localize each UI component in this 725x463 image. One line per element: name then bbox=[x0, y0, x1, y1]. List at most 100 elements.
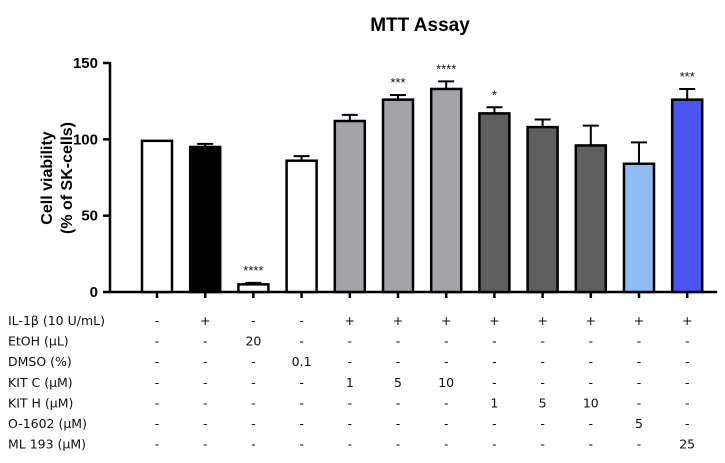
table-cell: + bbox=[489, 313, 499, 328]
bar bbox=[670, 98, 704, 294]
table-cell: - bbox=[203, 416, 208, 431]
table-cell: + bbox=[634, 313, 644, 328]
table-row-label: EtOH (µL) bbox=[8, 334, 69, 349]
table-cell: - bbox=[492, 437, 497, 452]
table-cell: 20 bbox=[245, 334, 261, 349]
table-cell: 25 bbox=[679, 437, 695, 452]
table-cell: - bbox=[540, 375, 545, 390]
table-cell: - bbox=[685, 334, 690, 349]
table-cell: - bbox=[251, 354, 256, 369]
table-cell: - bbox=[492, 375, 497, 390]
table-cell: - bbox=[685, 354, 690, 369]
table-cell: - bbox=[155, 395, 160, 410]
y-axis-label-line2: (% of SK-cells) bbox=[59, 122, 76, 234]
table-cell: - bbox=[299, 313, 304, 328]
table-cell: - bbox=[540, 354, 545, 369]
table-cell: - bbox=[251, 437, 256, 452]
table-cell: + bbox=[345, 313, 355, 328]
table-cell: 1 bbox=[490, 395, 498, 410]
table-cell: - bbox=[637, 354, 642, 369]
bar bbox=[381, 98, 415, 294]
bar bbox=[574, 144, 608, 294]
table-cell: 5 bbox=[394, 375, 402, 390]
significance-label: **** bbox=[243, 263, 263, 278]
table-cell: - bbox=[444, 334, 449, 349]
table-cell: - bbox=[492, 354, 497, 369]
table-cell: + bbox=[200, 313, 210, 328]
table-cell: - bbox=[492, 334, 497, 349]
table-cell: - bbox=[203, 375, 208, 390]
table-cell: - bbox=[203, 395, 208, 410]
table-cell: - bbox=[589, 334, 594, 349]
table-cell: - bbox=[203, 334, 208, 349]
chart-title: MTT Assay bbox=[370, 15, 470, 36]
table-cell: - bbox=[299, 437, 304, 452]
table-row-label: O-1602 (µM) bbox=[8, 416, 87, 431]
table-cell: 10 bbox=[438, 375, 454, 390]
table-cell: - bbox=[540, 437, 545, 452]
table-cell: - bbox=[155, 334, 160, 349]
bar bbox=[478, 112, 511, 294]
significance-label: *** bbox=[680, 69, 695, 84]
table-cell: 5 bbox=[635, 416, 643, 431]
table-cell: - bbox=[444, 416, 449, 431]
table-cell: - bbox=[396, 354, 401, 369]
table-cell: - bbox=[444, 354, 449, 369]
table-cell: + bbox=[682, 313, 692, 328]
bar bbox=[333, 119, 367, 294]
table-cell: - bbox=[589, 416, 594, 431]
table-cell: - bbox=[155, 313, 160, 328]
table-cell: - bbox=[589, 437, 594, 452]
table-cell: - bbox=[251, 395, 256, 410]
bar bbox=[622, 162, 656, 294]
table-cell: - bbox=[251, 416, 256, 431]
table-cell: - bbox=[396, 416, 401, 431]
table-row-label: IL-1β (10 U/mL) bbox=[8, 313, 105, 328]
table-cell: - bbox=[251, 375, 256, 390]
table-cell: - bbox=[348, 395, 353, 410]
y-tick-label: 100 bbox=[73, 131, 98, 148]
significance-label: **** bbox=[436, 61, 456, 76]
table-cell: - bbox=[444, 395, 449, 410]
table-cell: - bbox=[155, 375, 160, 390]
bar bbox=[237, 283, 270, 294]
y-tick-label: 150 bbox=[73, 55, 98, 72]
table-cell: - bbox=[348, 334, 353, 349]
table-cell: - bbox=[348, 416, 353, 431]
table-cell: - bbox=[589, 354, 594, 369]
table-cell: - bbox=[348, 354, 353, 369]
table-cell: - bbox=[589, 375, 594, 390]
table-cell: 1 bbox=[346, 375, 354, 390]
table-cell: - bbox=[540, 416, 545, 431]
table-cell: - bbox=[155, 416, 160, 431]
y-axis-label-line1: Cell viability bbox=[39, 131, 56, 224]
table-cell: - bbox=[685, 416, 690, 431]
table-cell: - bbox=[155, 437, 160, 452]
treatment-table: IL-1β (10 U/mL) - + - - + + + + + + + + EtOH (µL) - - 20… bbox=[8, 313, 695, 452]
table-cell: - bbox=[637, 437, 642, 452]
table-cell: - bbox=[299, 416, 304, 431]
table-cell: - bbox=[540, 334, 545, 349]
table-row-label: ML 193 (µM) bbox=[8, 437, 86, 452]
table-cell: - bbox=[203, 354, 208, 369]
table-cell: + bbox=[393, 313, 403, 328]
table-cell: - bbox=[203, 437, 208, 452]
table-cell: - bbox=[299, 375, 304, 390]
bar bbox=[285, 159, 318, 294]
table-cell: 5 bbox=[539, 395, 547, 410]
table-cell: - bbox=[685, 375, 690, 390]
table-cell: - bbox=[396, 334, 401, 349]
table-cell: + bbox=[537, 313, 547, 328]
table-cell: - bbox=[299, 334, 304, 349]
significance-label: *** bbox=[390, 75, 405, 90]
table-cell: + bbox=[441, 313, 451, 328]
bar bbox=[429, 87, 463, 294]
table-row-label: DMSO (%) bbox=[8, 354, 72, 369]
table-cell: - bbox=[396, 437, 401, 452]
y-tick-label: 50 bbox=[81, 208, 98, 225]
bar bbox=[526, 125, 559, 294]
table-cell: 0.1 bbox=[292, 354, 312, 369]
